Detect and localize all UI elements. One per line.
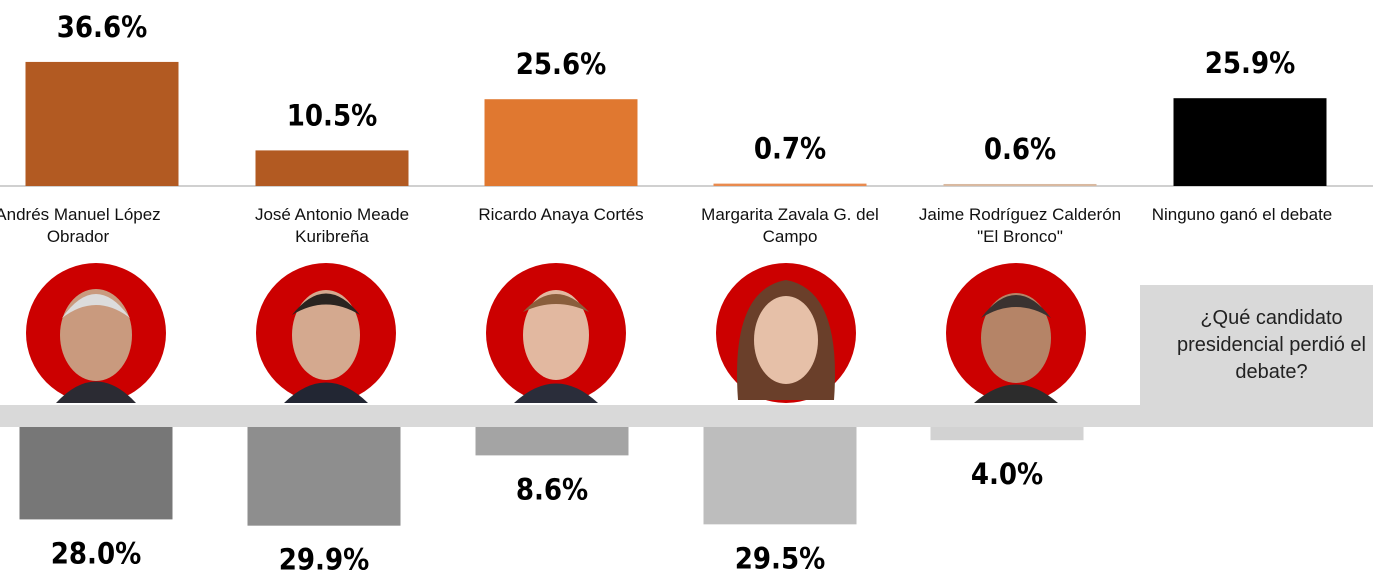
value-label: 4.0%	[971, 457, 1043, 491]
category-label: Ninguno ganó el debate	[1151, 205, 1333, 224]
photo	[26, 263, 166, 403]
category-label: Ricardo Anaya Cortés	[478, 205, 644, 224]
annotation: ¿Qué candidato presidencial perdió el de…	[1140, 285, 1373, 405]
bar	[247, 427, 401, 526]
bar	[255, 150, 409, 186]
value-label: 8.6%	[516, 472, 588, 506]
category-label: Jaime Rodríguez Calderón "El Bronco"	[918, 205, 1122, 246]
bar	[484, 99, 638, 186]
value-label: 29.5%	[735, 541, 826, 575]
bottom-band	[0, 405, 1373, 427]
photos	[26, 263, 1086, 403]
value-label: 10.5%	[287, 98, 378, 132]
value-label: 36.6%	[57, 10, 148, 44]
photo	[256, 263, 396, 403]
value-label: 29.9%	[279, 543, 370, 577]
bar	[943, 183, 1097, 186]
photo	[946, 263, 1086, 403]
bar	[713, 183, 867, 186]
bar	[703, 427, 857, 525]
bar	[1173, 98, 1327, 186]
category-label: Margarita Zavala G. del Campo	[701, 205, 879, 246]
bar	[475, 427, 629, 456]
bar	[19, 427, 173, 520]
value-label: 25.6%	[516, 47, 607, 81]
category-label: Andrés Manuel López Obrador	[0, 205, 161, 246]
value-label: 25.9%	[1205, 46, 1296, 80]
bar	[25, 61, 179, 187]
bar	[930, 427, 1084, 441]
value-label: 0.7%	[754, 132, 826, 166]
value-label: 28.0%	[51, 536, 142, 570]
value-label: 0.6%	[984, 132, 1056, 166]
photo	[716, 263, 856, 403]
category-label: José Antonio Meade Kuribreña	[254, 205, 410, 246]
photo	[486, 263, 626, 403]
